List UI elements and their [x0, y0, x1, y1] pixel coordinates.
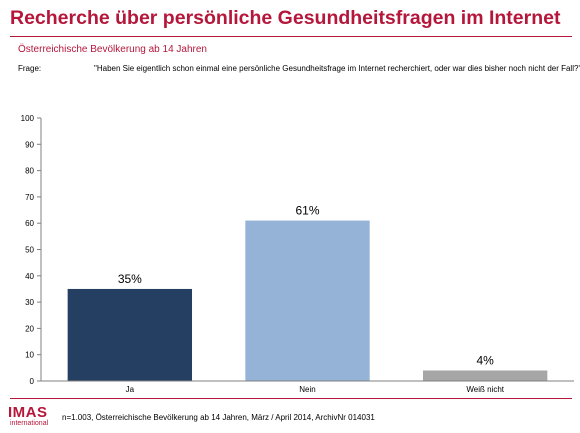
question-text: "Haben Sie eigentlich schon einmal eine … — [94, 64, 580, 73]
question-label: Frage: — [18, 64, 42, 73]
y-tick-label: 50 — [25, 246, 34, 255]
x-axis: Ja Nein Weiß nicht — [41, 380, 574, 394]
y-tick-label: 40 — [25, 272, 34, 281]
y-axis: 0 10 20 30 40 50 60 70 80 90 100 — [21, 114, 42, 386]
y-tick-label: 0 — [30, 377, 35, 386]
y-tick-label: 90 — [25, 140, 34, 149]
bar-ja — [67, 288, 193, 381]
data-label-nein: 61% — [295, 204, 319, 218]
bar-nein — [245, 220, 370, 381]
bar-wei-nicht — [422, 370, 548, 381]
title-divider — [10, 36, 572, 37]
subtitle: Österreichische Bevölkerung ab 14 Jahren — [18, 44, 207, 55]
y-tick-label: 80 — [25, 167, 34, 176]
page-title: Recherche über persönliche Gesundheitsfr… — [10, 7, 561, 29]
footer-divider — [10, 398, 572, 399]
y-tick-label: 30 — [25, 298, 34, 307]
x-tick-label: Nein — [299, 385, 315, 394]
source-note: n=1.003, Österreichische Bevölkerung ab … — [62, 413, 375, 422]
data-label-ja: 35% — [118, 272, 142, 286]
x-tick-label: Weiß nicht — [466, 385, 504, 394]
y-tick-label: 20 — [25, 324, 34, 333]
imas-logo: IMAS — [8, 404, 48, 421]
y-tick-label: 100 — [21, 114, 35, 123]
y-tick-label: 70 — [25, 193, 34, 202]
y-tick-label: 60 — [25, 219, 34, 228]
imas-logo-subtitle: international — [10, 420, 49, 427]
y-tick-label: 10 — [25, 351, 34, 360]
bars: 35% 61% 4% — [67, 204, 548, 381]
data-label-wei-nicht: 4% — [476, 353, 494, 367]
x-tick-label: Ja — [126, 385, 135, 394]
